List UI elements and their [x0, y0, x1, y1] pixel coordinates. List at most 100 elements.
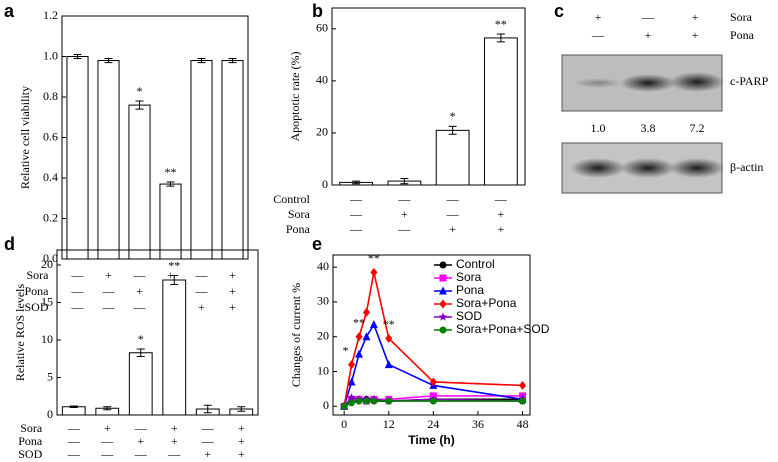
treatment-mark: — [591, 28, 605, 42]
condition-mark: + [229, 300, 236, 314]
significance: * [450, 109, 456, 123]
treatment-mark: — [641, 10, 655, 24]
blot-panel: c + — + Sora — + + Pona c-PARP 1.0 3.8 7… [554, 1, 769, 194]
condition-name: Pona [286, 222, 311, 236]
condition-mark: — [67, 421, 81, 435]
condition-mark: — [167, 447, 181, 461]
condition-mark: — [349, 192, 363, 206]
marker [369, 320, 378, 329]
bar [66, 56, 89, 260]
y-tick-label: 0 [322, 177, 328, 191]
panel-label: e [312, 234, 322, 254]
marker [439, 326, 447, 334]
marker [362, 332, 371, 341]
condition-mark: — [71, 268, 85, 282]
condition-mark: + [497, 207, 504, 221]
significance: ** [383, 317, 395, 331]
error-bar [170, 275, 179, 285]
marker [519, 380, 527, 390]
condition-mark: — [102, 300, 116, 314]
y-tick-label: 20 [41, 257, 53, 271]
x-tick-label: 36 [472, 417, 484, 431]
legend-label: SOD [456, 309, 482, 323]
treatment-mark: + [692, 28, 699, 42]
bar [128, 104, 151, 260]
blot-band [669, 72, 725, 92]
blot-band [620, 74, 676, 92]
condition-mark: + [137, 434, 144, 448]
error-bar [136, 348, 145, 357]
treatment-name: Sora [730, 10, 753, 24]
marker [385, 333, 393, 343]
treatment-name: Pona [730, 28, 755, 42]
condition-mark: + [238, 421, 245, 435]
condition-mark: — [100, 434, 114, 448]
blot-band [570, 158, 626, 178]
bar [221, 60, 244, 260]
condition-mark: — [397, 192, 411, 206]
error-bar [352, 180, 361, 185]
error-bar [73, 53, 82, 60]
blot-band [620, 158, 676, 178]
marker [429, 377, 437, 387]
bar [435, 129, 470, 186]
condition-mark: + [229, 284, 236, 298]
error-bar [237, 406, 246, 412]
y-tick-label: 20 [317, 328, 329, 342]
marker [355, 349, 364, 358]
condition-name: Pona [18, 434, 43, 448]
axis-frame [332, 254, 531, 416]
panel-label: d [4, 234, 15, 254]
treatment-mark: + [645, 28, 652, 42]
y-tick-label: 60 [316, 21, 328, 35]
condition-mark: + [198, 300, 205, 314]
y-tick-label: 0.2 [43, 210, 58, 224]
marker [370, 397, 378, 405]
condition-mark: — [67, 434, 81, 448]
condition-mark: — [349, 222, 363, 236]
axis-frame [61, 15, 249, 260]
error-bar [496, 33, 505, 43]
significance: * [137, 84, 143, 98]
quantification: 7.2 [690, 121, 705, 135]
y-tick-label: 5 [47, 369, 53, 383]
condition-mark: + [105, 268, 112, 282]
y-tick-label: 10 [317, 363, 329, 377]
condition-mark: — [133, 268, 147, 282]
marker [355, 397, 363, 405]
condition-mark: + [238, 447, 245, 461]
significance: * [343, 343, 349, 357]
significance: ** [368, 251, 380, 265]
condition-mark: — [446, 192, 460, 206]
significance: * [138, 332, 144, 346]
condition-mark: + [229, 268, 236, 282]
marker [439, 299, 447, 309]
condition-name: SOD [18, 447, 42, 461]
marker [385, 397, 393, 405]
marker [348, 360, 356, 370]
error-bar [203, 404, 212, 414]
x-axis-label: Time (h) [408, 433, 454, 447]
blot-band [669, 158, 725, 178]
condition-name: Pona [25, 284, 50, 298]
panel-label: c [554, 1, 564, 21]
condition-mark: + [238, 434, 245, 448]
band-label: c-PARP [730, 74, 769, 88]
condition-name: Control [273, 192, 310, 206]
y-tick-label: 0.6 [43, 129, 58, 143]
marker [355, 332, 363, 342]
y-tick-label: 0.0 [43, 251, 58, 265]
y-tick-label: 1.0 [43, 48, 58, 62]
marker [384, 360, 393, 369]
y-tick-label: 0 [47, 407, 53, 421]
condition-mark: + [449, 222, 456, 236]
condition-mark: — [349, 207, 363, 221]
condition-mark: — [67, 447, 81, 461]
y-tick-label: 0.4 [43, 170, 58, 184]
legend-label: Sora+Pona+SOD [456, 322, 550, 336]
y-axis-label: Relative ROS levels [13, 284, 27, 382]
treatment-mark: + [692, 10, 699, 24]
error-bar [69, 405, 78, 408]
marker [347, 377, 356, 386]
marker [439, 261, 447, 269]
